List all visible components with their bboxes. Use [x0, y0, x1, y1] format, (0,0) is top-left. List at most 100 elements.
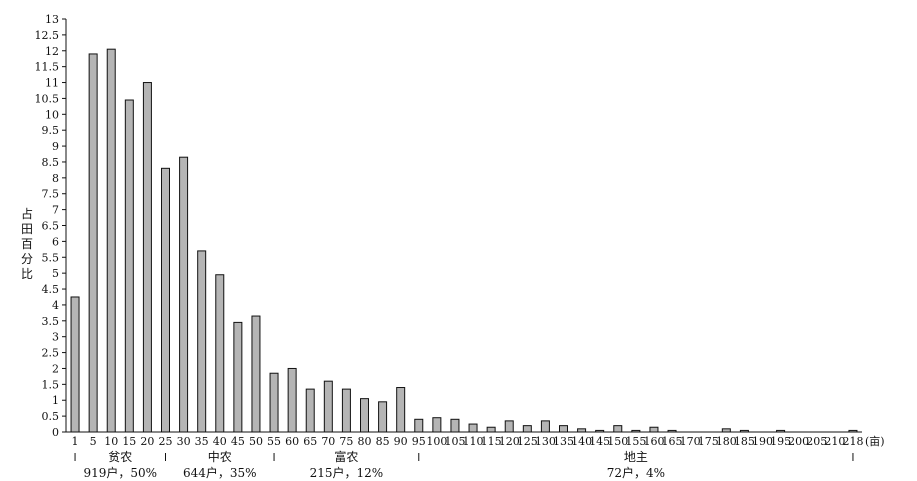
group-name: 贫农	[108, 449, 132, 464]
x-tick-label: 165	[662, 435, 683, 448]
bar-60	[287, 367, 297, 433]
bar-100	[432, 417, 442, 433]
bar-80	[360, 398, 369, 433]
x-tick-label: 135	[553, 435, 574, 448]
bar-155	[631, 429, 641, 433]
bar-15	[124, 99, 134, 433]
x-tick-label: 200	[788, 435, 809, 448]
y-tick-label: 9	[52, 140, 59, 153]
x-tick-label: 145	[589, 435, 610, 448]
y-tick-label: 4	[52, 299, 59, 312]
x-tick-label: 75	[339, 435, 353, 448]
bar-20	[142, 82, 152, 433]
x-tick-label: 185	[734, 435, 755, 448]
bar-5	[88, 53, 98, 433]
bar-125	[522, 425, 532, 433]
x-tick-label: 110	[463, 435, 484, 448]
group-stat: 215户，12%	[310, 465, 384, 480]
y-axis: 00.511.522.533.544.555.566.577.588.599.5…	[35, 13, 67, 439]
x-tick-label: 50	[249, 435, 263, 448]
x-tick-label: 205	[806, 435, 827, 448]
x-tick-label: 100	[426, 435, 447, 448]
x-tick-label: 175	[698, 435, 719, 448]
x-tick-label: 140	[571, 435, 592, 448]
bars	[70, 48, 858, 433]
bar-75	[341, 388, 351, 433]
bar-35	[197, 250, 207, 433]
x-tick-label: 115	[481, 435, 502, 448]
x-tick-label: 5	[90, 435, 97, 448]
y-tick-label: 10	[45, 108, 59, 121]
y-tick-label: 11	[45, 77, 59, 90]
bar-30	[179, 156, 189, 433]
group-name: 地主	[624, 450, 648, 464]
bar-115	[486, 426, 496, 433]
bar-140	[577, 428, 587, 433]
y-tick-label: 7	[52, 204, 59, 217]
x-tick-label: 80	[358, 435, 372, 448]
x-tick-label: 218	[842, 435, 863, 448]
y-tick-label: 7.5	[42, 188, 60, 201]
group-name: 中农	[208, 449, 232, 464]
bar-85	[378, 401, 388, 433]
x-tick-label: 160	[643, 435, 664, 448]
x-tick-label: 35	[195, 435, 209, 448]
y-tick-label: 9.5	[42, 124, 60, 137]
x-tick-label: 40	[213, 435, 227, 448]
x-tick-label: 65	[303, 435, 317, 448]
x-tick-label: 45	[231, 435, 245, 448]
group-stat: 644户，35%	[183, 465, 257, 480]
x-axis: 1 5 10 15 20 25 30 35 40 45 50 55 60 65 70 75 80 85 90 95 10…	[66, 431, 863, 448]
y-tick-label: 8	[52, 172, 59, 185]
bar-105	[450, 418, 460, 433]
group-stat: 72户，4%	[607, 465, 665, 480]
bar-130	[540, 420, 550, 433]
x-tick-label: 210	[824, 435, 845, 448]
x-tick-label: 20	[140, 435, 154, 448]
x-tick-label: 1	[72, 435, 79, 448]
y-tick-label: 12	[45, 45, 59, 58]
bar-55	[269, 372, 279, 433]
x-tick-label: 85	[376, 435, 390, 448]
y-tick-label: 8.5	[42, 156, 60, 169]
x-tick-label: 170	[680, 435, 701, 448]
x-tick-label: 125	[517, 435, 538, 448]
y-tick-label: 11.5	[35, 61, 60, 74]
bar-110	[468, 423, 478, 433]
x-tick-label: 95	[412, 435, 426, 448]
y-tick-label: 1.5	[42, 378, 60, 391]
x-tick-label: 60	[285, 435, 299, 448]
y-tick-label: 4.5	[42, 283, 60, 296]
y-tick-label: 13	[45, 13, 59, 26]
bar-195	[776, 429, 786, 433]
y-tick-label: 2	[52, 362, 59, 375]
y-tick-label: 0	[52, 426, 59, 439]
x-tick-label: 25	[159, 435, 173, 448]
y-tick-label: 5.5	[42, 251, 60, 264]
x-tick-label: 70	[321, 435, 335, 448]
y-axis-label: 占田百分比	[21, 206, 33, 281]
x-tick-label: 15	[122, 435, 136, 448]
bar-160	[649, 426, 659, 433]
bar-180	[721, 428, 731, 433]
x-tick-label: 150	[607, 435, 628, 448]
bar-90	[396, 387, 406, 433]
bar-150	[613, 425, 623, 433]
group-stat: 919户，50%	[83, 465, 157, 480]
x-axis-unit: (亩)	[865, 434, 885, 448]
bar-135	[559, 425, 568, 433]
y-tick-label: 2.5	[42, 347, 60, 360]
bar-165	[667, 429, 677, 433]
bar-40	[215, 274, 225, 433]
y-tick-label: 0.5	[42, 410, 60, 423]
y-tick-label: 6.5	[42, 220, 60, 233]
bar-1	[70, 296, 80, 433]
x-tick-label: 120	[499, 435, 520, 448]
x-tick-label: 30	[177, 435, 191, 448]
x-tick-label: 130	[535, 435, 556, 448]
x-tick-label: 190	[752, 435, 773, 448]
group-name: 富农	[334, 449, 358, 464]
y-tick-label: 5	[52, 267, 59, 280]
